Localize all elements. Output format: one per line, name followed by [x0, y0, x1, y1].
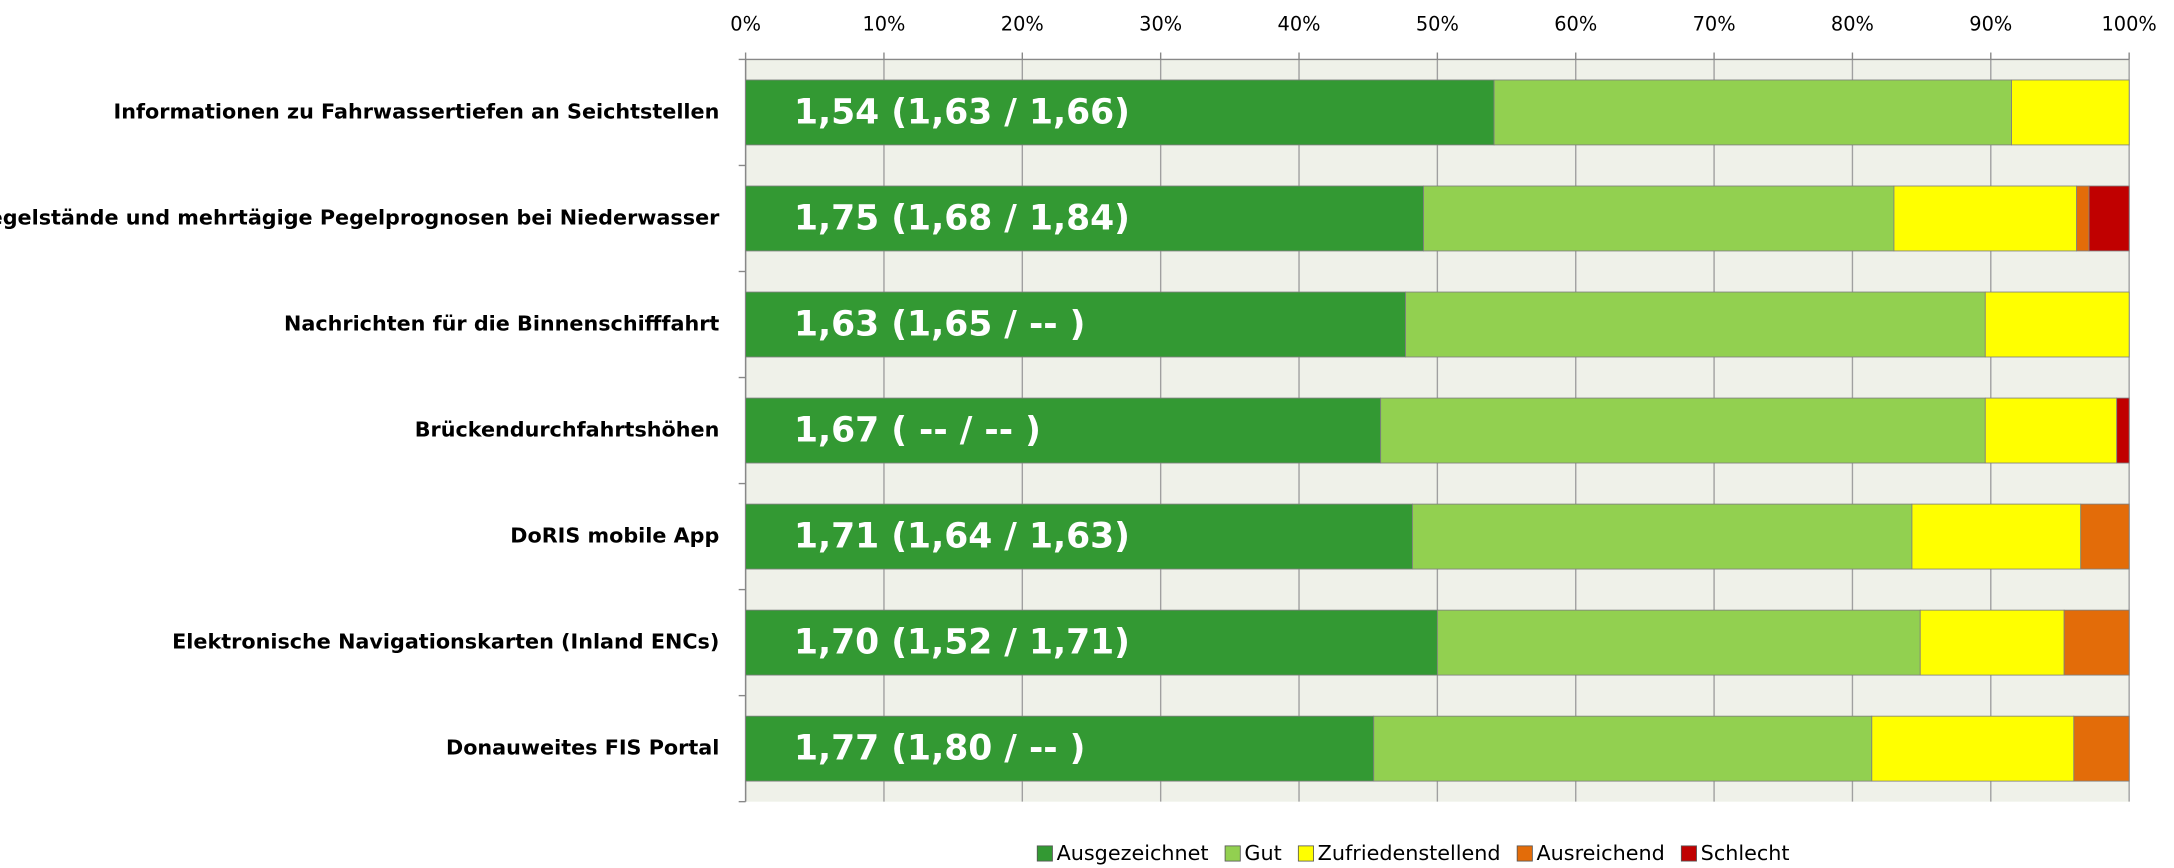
bar-segment: [2073, 715, 2130, 782]
x-tick-label: 40%: [1278, 12, 1321, 35]
bar-label: 1,63 (1,65 / -- ): [794, 304, 1085, 344]
bar-segment: [1493, 79, 2012, 146]
bar-segment: [2088, 185, 2130, 252]
bar-segment: [745, 397, 1382, 464]
x-tick-label: 10%: [862, 12, 905, 35]
bar-segment: [1919, 609, 2065, 676]
bar-segment: [1984, 291, 2130, 358]
bar-segment: [1423, 185, 1895, 252]
x-tick-label: 50%: [1416, 12, 1459, 35]
legend-swatch: [1680, 845, 1697, 862]
x-tick-label: 0%: [730, 12, 761, 35]
x-tick-label: 80%: [1831, 12, 1874, 35]
bar-segment: [1436, 609, 1921, 676]
legend-label: Zufriedenstellend: [1318, 841, 1501, 865]
bar-segment: [2011, 79, 2130, 146]
bar-segment: [1373, 715, 1873, 782]
category-label: Brückendurchfahrtshöhen: [415, 418, 720, 442]
x-tick-label: 60%: [1554, 12, 1597, 35]
category-label: Elektronische Navigationskarten (Inland …: [172, 630, 719, 654]
bar-segment: [1405, 291, 1986, 358]
legend-label: Ausreichend: [1537, 841, 1665, 865]
legend-swatch: [1297, 845, 1314, 862]
legend-swatch: [1516, 845, 1533, 862]
bar-segment: [1911, 503, 2082, 570]
bar-label: 1,71 (1,64 / 1,63): [794, 516, 1130, 556]
bar-segment: [745, 79, 1495, 146]
legend-swatch: [1224, 845, 1241, 862]
bar-label: 1,75 (1,68 / 1,84): [794, 198, 1130, 238]
x-tick-label: 30%: [1139, 12, 1182, 35]
bar-label: 1,77 (1,80 / -- ): [794, 729, 1085, 769]
bar-segment: [2080, 503, 2130, 570]
category-label: DoRIS mobile App: [510, 524, 719, 548]
x-tick-label: 90%: [1969, 12, 2012, 35]
bar-segment: [745, 185, 1424, 252]
bar-segment: [1380, 397, 1986, 464]
bar-segment: [1871, 715, 2075, 782]
x-tick-label: 20%: [1001, 12, 1044, 35]
category-label: Nachrichten für die Binnenschifffahrt: [284, 312, 719, 336]
category-label: Pegelstände und mehrtägige Pegelprognose…: [0, 205, 720, 229]
x-tick-label: 100%: [2101, 12, 2156, 35]
bar-segment: [2076, 185, 2090, 252]
x-tick-label: 70%: [1693, 12, 1736, 35]
bar-segment: [2063, 609, 2130, 676]
bar-segment: [745, 503, 1413, 570]
legend-label: Gut: [1244, 841, 1281, 865]
bar-label: 1,67 ( -- / -- ): [794, 410, 1041, 450]
bar-segment: [1893, 185, 2077, 252]
category-label: Informationen zu Fahrwassertiefen an Sei…: [114, 99, 720, 123]
bar-label: 1,70 (1,52 / 1,71): [794, 622, 1130, 662]
bar-segment: [745, 715, 1375, 782]
bar-segment: [2116, 397, 2130, 464]
bar-segment: [745, 291, 1406, 358]
bar-segment: [1984, 397, 2118, 464]
bar-segment: [1412, 503, 1913, 570]
legend-swatch: [1036, 845, 1053, 862]
legend-label: Schlecht: [1701, 841, 1790, 865]
bar-label: 1,54 (1,63 / 1,66): [794, 92, 1130, 132]
category-label: Donauweites FIS Portal: [446, 736, 719, 760]
legend-label: Ausgezeichnet: [1057, 841, 1209, 865]
